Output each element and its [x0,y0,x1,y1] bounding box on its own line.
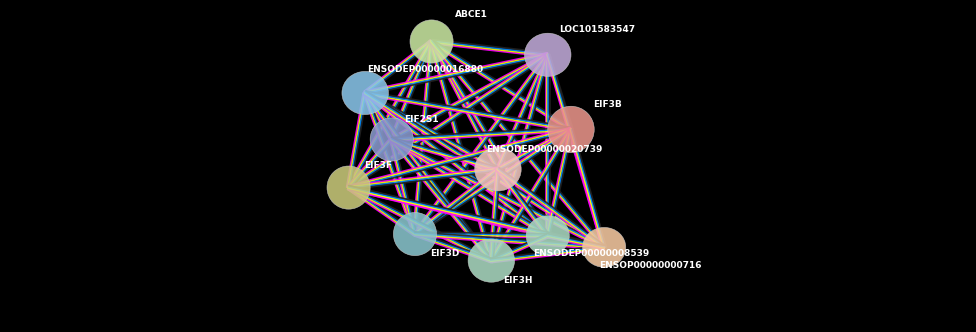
Ellipse shape [583,227,626,267]
Text: EIF3D: EIF3D [430,249,460,259]
Ellipse shape [526,216,569,256]
Ellipse shape [524,33,571,76]
Ellipse shape [410,20,453,63]
Ellipse shape [327,166,370,209]
Ellipse shape [548,106,594,153]
Text: ENSODEP00000020739: ENSODEP00000020739 [486,145,602,154]
Text: EIF3F: EIF3F [364,161,392,171]
Text: ENSODEP00000016880: ENSODEP00000016880 [367,65,483,74]
Text: EIF3H: EIF3H [503,276,533,285]
Text: ENSODEP00000008539: ENSODEP00000008539 [533,249,649,259]
Text: ABCE1: ABCE1 [455,10,488,20]
Ellipse shape [370,118,413,161]
Ellipse shape [468,239,514,282]
Ellipse shape [474,148,521,191]
Text: LOC101583547: LOC101583547 [559,25,635,35]
Ellipse shape [393,212,436,256]
Ellipse shape [342,71,388,115]
Text: EIF2S1: EIF2S1 [404,115,439,124]
Text: ENSOP00000000716: ENSOP00000000716 [599,261,702,270]
Text: EIF3B: EIF3B [593,100,622,109]
